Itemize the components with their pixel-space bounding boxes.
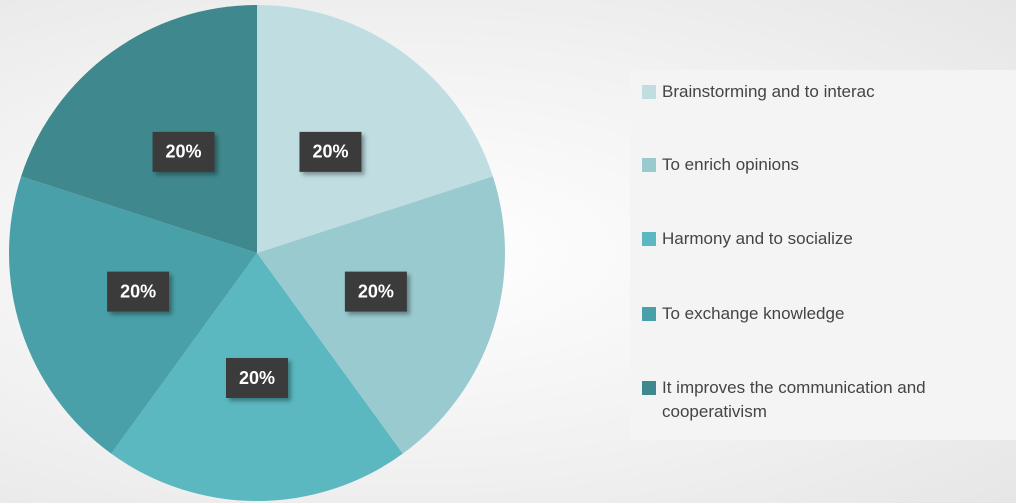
legend-item: Brainstorming and to interac (642, 80, 1002, 104)
legend-label: Brainstorming and to interac (662, 82, 875, 101)
data-label: 20% (166, 142, 202, 162)
legend-item: To exchange knowledge (642, 302, 1002, 326)
pie (8, 5, 505, 501)
slice (257, 176, 505, 454)
slice (257, 5, 493, 253)
data-label: 20% (239, 368, 275, 388)
legend-item: To enrich opinions (642, 153, 1002, 177)
legend-item: Harmony and to socialize (642, 227, 1002, 251)
label-box (152, 131, 215, 172)
slice (21, 5, 257, 253)
legend-swatch (642, 307, 656, 321)
label-box (226, 358, 288, 398)
label-box (107, 271, 170, 312)
data-label: 20% (120, 281, 156, 301)
legend-swatch (642, 232, 656, 246)
legend-label: Harmony and to socialize (662, 229, 853, 248)
legend: Brainstorming and to interac To enrich op… (630, 70, 1016, 440)
legend-swatch (642, 85, 656, 99)
legend-label: To exchange knowledge (662, 304, 845, 323)
label-box (299, 131, 362, 172)
legend-label: To enrich opinions (662, 155, 800, 174)
data-labels: 20% 20% 20% 20% 20% (107, 131, 407, 398)
label-box (344, 271, 407, 312)
legend-swatch (642, 381, 656, 395)
data-label: 20% (312, 142, 348, 162)
legend-swatch (642, 158, 656, 172)
legend-item: It improves the communication and cooper… (642, 376, 1002, 424)
legend-label: It improves the communication and cooper… (662, 378, 926, 421)
slice (8, 176, 258, 454)
data-label: 20% (358, 281, 394, 301)
